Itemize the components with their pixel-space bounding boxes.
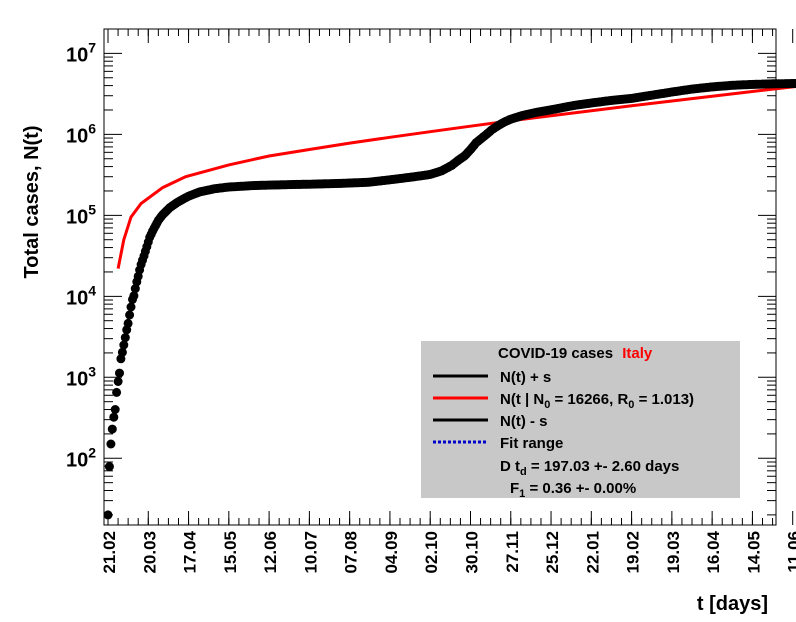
data-point <box>109 412 119 422</box>
y-tick-base: 10 <box>66 44 88 66</box>
x-axis-label: t [days] <box>697 593 768 615</box>
x-tick-label: 12.06 <box>261 531 280 574</box>
data-point <box>119 340 129 350</box>
x-tick-label: 14.05 <box>744 531 763 574</box>
x-axis: 21.02 20.03 17.04 15.05 12.06 10.07 07.08 04.09… <box>100 29 796 574</box>
fit-info-doubling-text: = 197.03 +- 2.60 days <box>527 458 680 475</box>
data-point <box>113 377 123 386</box>
x-tick-label: 19.03 <box>664 531 683 574</box>
legend-label-sub: 0 <box>544 399 550 411</box>
x-tick-label: 02.10 <box>422 531 441 574</box>
legend-label-text: N(t) - s <box>500 413 548 430</box>
data-point <box>129 291 139 301</box>
x-tick-label: 10.07 <box>301 531 320 574</box>
legend-title-country: Italy <box>622 345 653 362</box>
data-point <box>120 333 130 343</box>
y-tick-label: 102 <box>66 444 96 471</box>
y-tick-exponent: 2 <box>88 444 96 460</box>
y-tick-base: 10 <box>66 449 88 471</box>
x-tick-label: 11.06 <box>785 531 796 573</box>
legend-label: N(t | N0 = 16266, R0 = 1.013) <box>500 391 694 411</box>
y-tick-exponent: 6 <box>88 120 96 136</box>
x-tick-label: 20.03 <box>140 531 159 574</box>
legend-label: Fit range <box>500 435 563 452</box>
x-tick-label: 15.05 <box>221 531 240 574</box>
y-tick-label: 106 <box>66 120 96 147</box>
fit-info-fraction-text: = 0.36 +- 0.00% <box>525 480 636 497</box>
y-tick-exponent: 3 <box>88 363 96 379</box>
legend: COVID-19 cases Italy N(t) + sN(t | N0 = … <box>421 341 740 500</box>
legend-fit-info-fraction: F1 = 0.36 +- 0.00% <box>510 480 636 500</box>
legend-label-text: = 16266, R <box>550 391 628 408</box>
y-tick-exponent: 7 <box>88 39 96 55</box>
x-tick-label: 22.01 <box>583 531 602 574</box>
y-tick-label: 103 <box>66 363 96 390</box>
fit-info-doubling-prefix: D t <box>500 458 520 475</box>
y-tick-base: 10 <box>66 287 88 309</box>
x-tick-label: 07.08 <box>342 531 361 574</box>
y-tick-label: 104 <box>66 282 96 309</box>
y-tick-label: 107 <box>66 39 96 66</box>
data-point <box>123 318 133 328</box>
y-tick-base: 10 <box>66 206 88 228</box>
y-axis-label: Total cases, N(t) <box>21 126 43 279</box>
legend-entries: N(t) + sN(t | N0 = 16266, R0 = 1.013)N(t… <box>433 369 694 452</box>
data-point <box>107 424 117 434</box>
fit-info-fraction-prefix: F <box>510 480 519 497</box>
y-tick-base: 10 <box>66 125 88 147</box>
data-curves <box>116 85 796 269</box>
x-tick-label: 30.10 <box>462 531 481 574</box>
data-point <box>115 368 124 378</box>
data-point <box>126 302 136 312</box>
legend-label-text: = 1.013) <box>634 391 694 408</box>
x-tick-label: 17.04 <box>181 530 200 573</box>
y-tick-exponent: 4 <box>88 282 96 298</box>
fit-info-doubling-sub: d <box>520 466 527 478</box>
y-tick-base: 10 <box>66 368 88 390</box>
fit-info-fraction-sub: 1 <box>519 488 525 500</box>
y-tick-label: 105 <box>66 201 96 228</box>
data-point <box>117 347 127 357</box>
legend-fit-info-doubling: D td = 197.03 +- 2.60 days <box>500 458 679 478</box>
x-tick-label: 25.12 <box>543 531 562 574</box>
data-point <box>130 284 140 294</box>
x-tick-label: 27.11 <box>503 531 522 573</box>
data-point <box>106 439 116 449</box>
legend-label-text: N(t) + s <box>500 369 551 386</box>
legend-title-text: COVID-19 cases <box>498 345 613 362</box>
legend-title: COVID-19 cases Italy <box>498 345 653 362</box>
x-tick-label: 16.04 <box>704 530 723 573</box>
legend-label: N(t) + s <box>500 369 551 386</box>
x-tick-label: 21.02 <box>100 531 119 574</box>
legend-label-text: N(t | N <box>500 391 544 408</box>
legend-label-sub: 0 <box>628 399 634 411</box>
x-tick-label: 04.09 <box>382 531 401 574</box>
fit-curve <box>116 85 796 269</box>
data-point <box>125 310 135 320</box>
data-point <box>112 387 122 397</box>
data-point <box>110 405 120 414</box>
y-tick-exponent: 5 <box>88 201 96 217</box>
legend-label-text: Fit range <box>500 435 563 452</box>
x-tick-label: 19.02 <box>624 531 643 574</box>
legend-label: N(t) - s <box>500 413 548 430</box>
data-markers <box>103 79 796 520</box>
